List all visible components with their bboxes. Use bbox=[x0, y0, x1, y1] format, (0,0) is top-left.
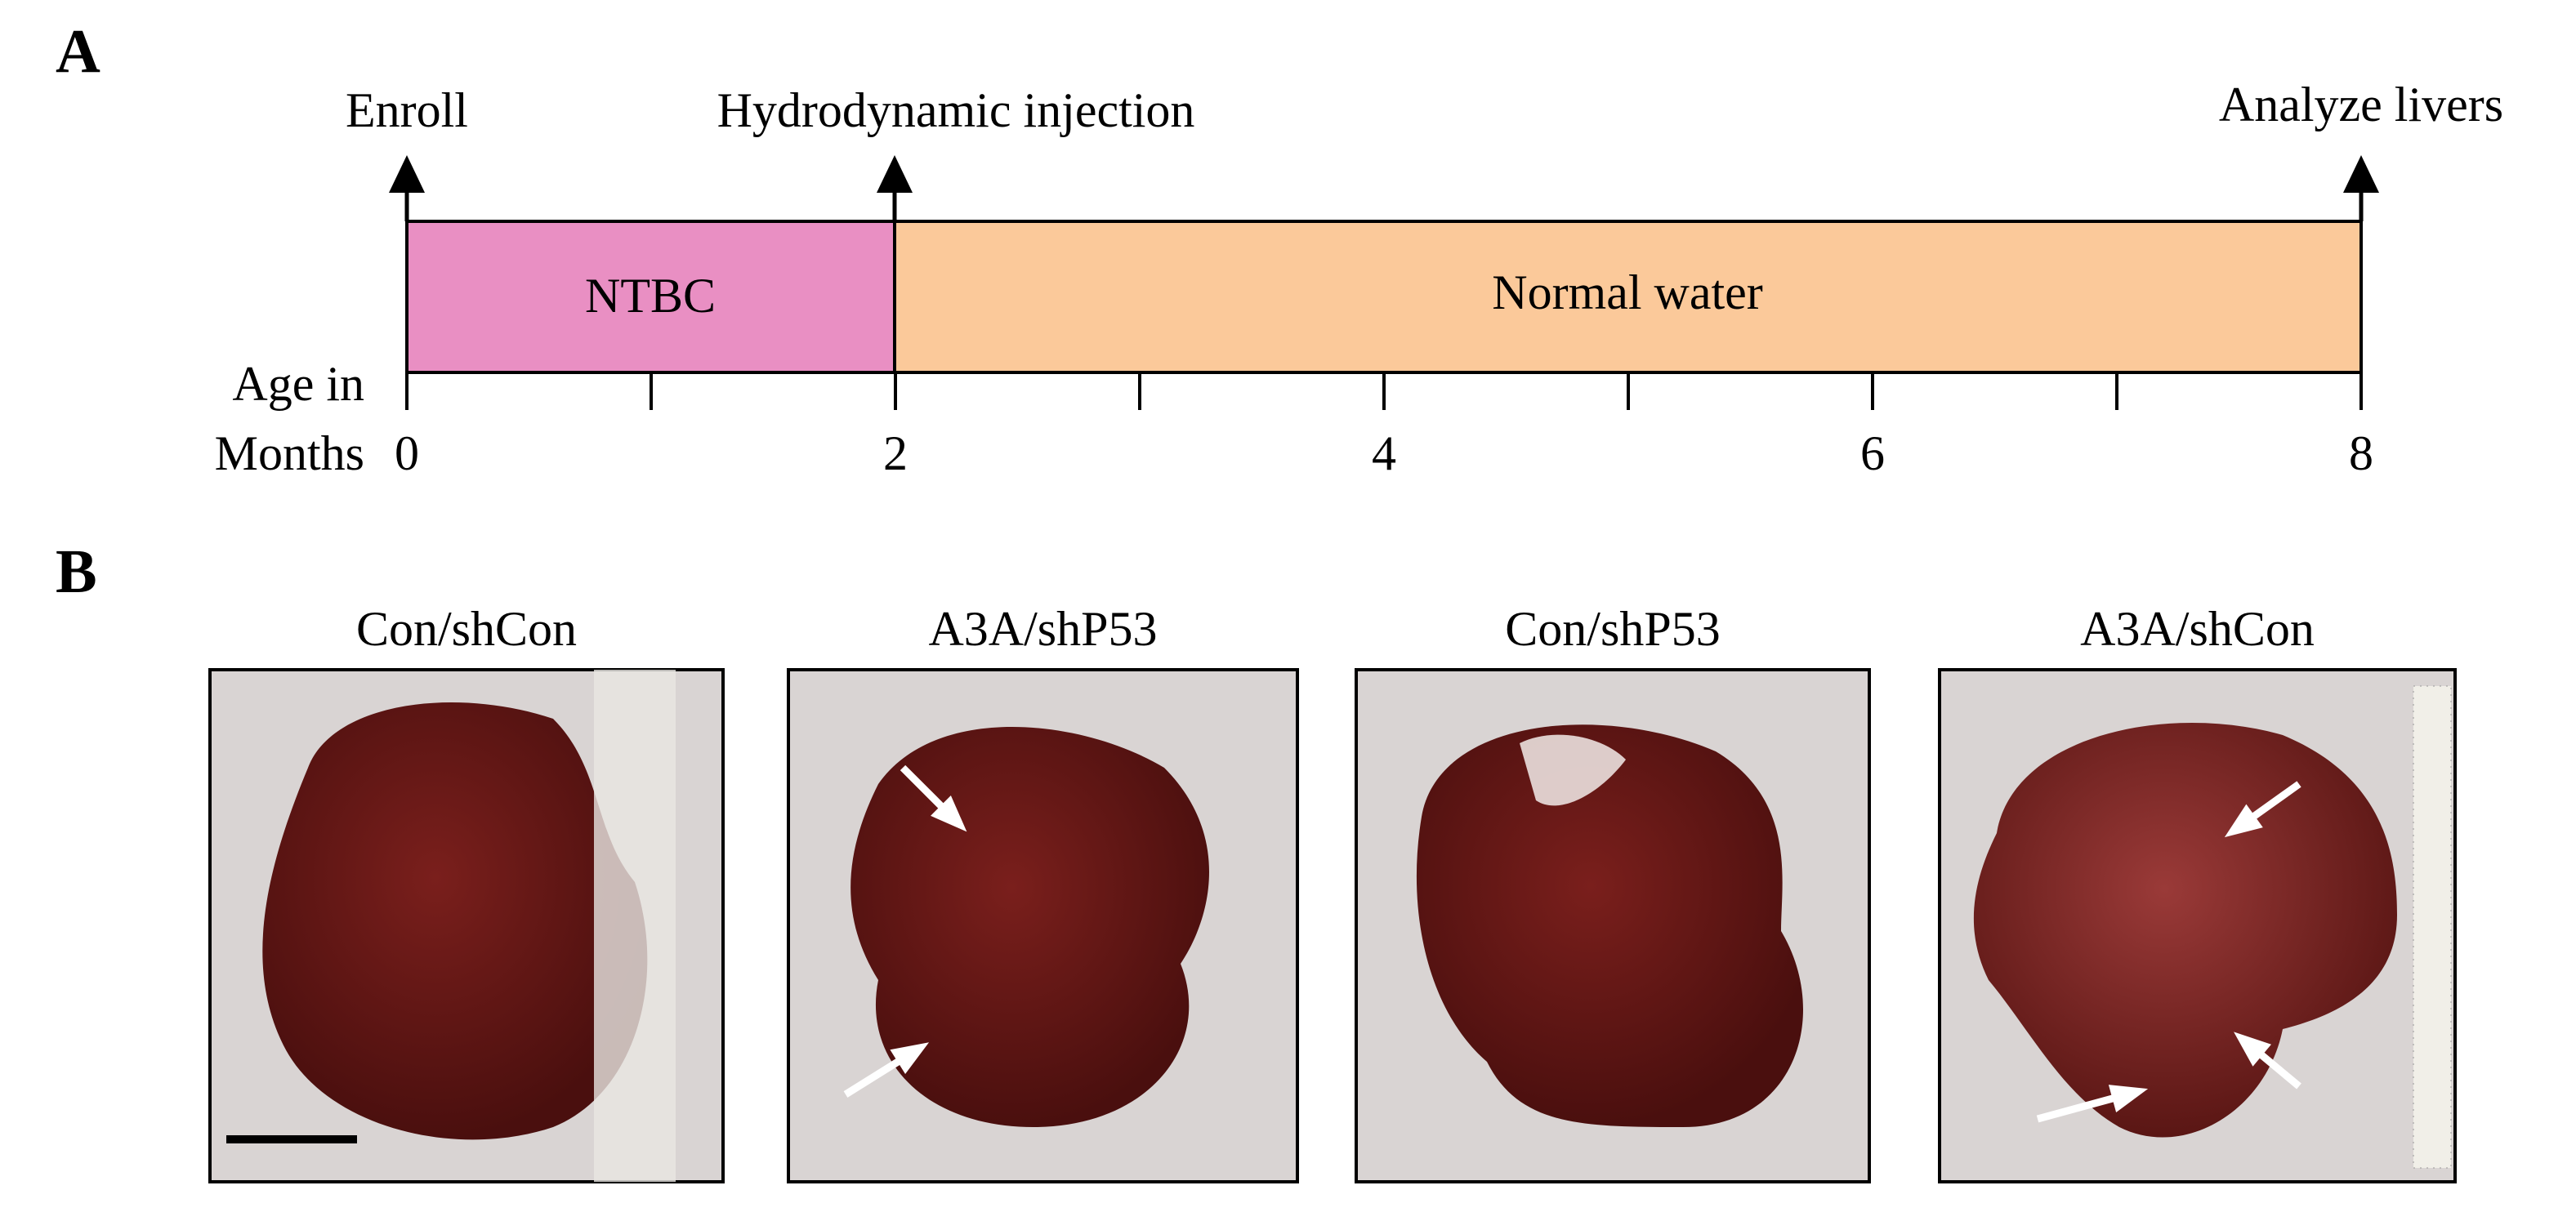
arrow-head bbox=[2234, 1032, 2271, 1067]
event-label: Enroll bbox=[346, 83, 468, 137]
axis: 0 2 4 6 8 bbox=[395, 372, 2373, 480]
photo-title: Con/shCon bbox=[356, 602, 577, 656]
phase-bar bbox=[405, 220, 896, 374]
event-label: Hydrodynamic injection bbox=[717, 83, 1195, 137]
liver bbox=[1416, 724, 1803, 1127]
photo bbox=[787, 668, 1299, 1183]
ruler bbox=[594, 670, 676, 1182]
photo bbox=[1355, 668, 1871, 1183]
photo-title: A3A/shCon bbox=[2080, 602, 2315, 656]
liver bbox=[850, 727, 1209, 1127]
phase-bar bbox=[893, 220, 2363, 374]
tick-label: 8 bbox=[2349, 426, 2373, 480]
ruler bbox=[2413, 685, 2452, 1169]
axis-title: Age in bbox=[232, 357, 364, 411]
arrow-head bbox=[2343, 155, 2379, 193]
arrow-head bbox=[931, 795, 967, 832]
photo-row: Con/shCon A3A/shP53 Con/shP53 A3A/shCon bbox=[208, 602, 2457, 1183]
liver bbox=[262, 702, 648, 1140]
tick-label: 6 bbox=[1860, 426, 1885, 480]
panel-label: A bbox=[56, 17, 100, 86]
arrow-head bbox=[877, 155, 913, 193]
tick-label: 0 bbox=[395, 426, 419, 480]
arrow-head bbox=[389, 155, 425, 193]
arrow-head bbox=[2224, 804, 2263, 838]
photo-title: Con/shP53 bbox=[1505, 602, 1720, 656]
photo-title: A3A/shP53 bbox=[928, 602, 1157, 656]
event-arrows bbox=[404, 188, 2364, 221]
phase-label: NTBC bbox=[585, 269, 716, 323]
liver bbox=[1973, 723, 2397, 1138]
tick-label: 2 bbox=[883, 426, 908, 480]
phase-label: Normal water bbox=[1492, 265, 1763, 319]
glare bbox=[1520, 734, 1626, 806]
tick-label: 4 bbox=[1372, 426, 1396, 480]
axis-title: Months bbox=[215, 426, 364, 480]
arrow-head bbox=[2108, 1085, 2149, 1112]
event-label: Analyze livers bbox=[2219, 78, 2503, 131]
photo bbox=[1938, 668, 2457, 1183]
panel-label: B bbox=[56, 537, 97, 606]
arrow-head bbox=[890, 1042, 930, 1075]
photo bbox=[208, 668, 725, 1183]
